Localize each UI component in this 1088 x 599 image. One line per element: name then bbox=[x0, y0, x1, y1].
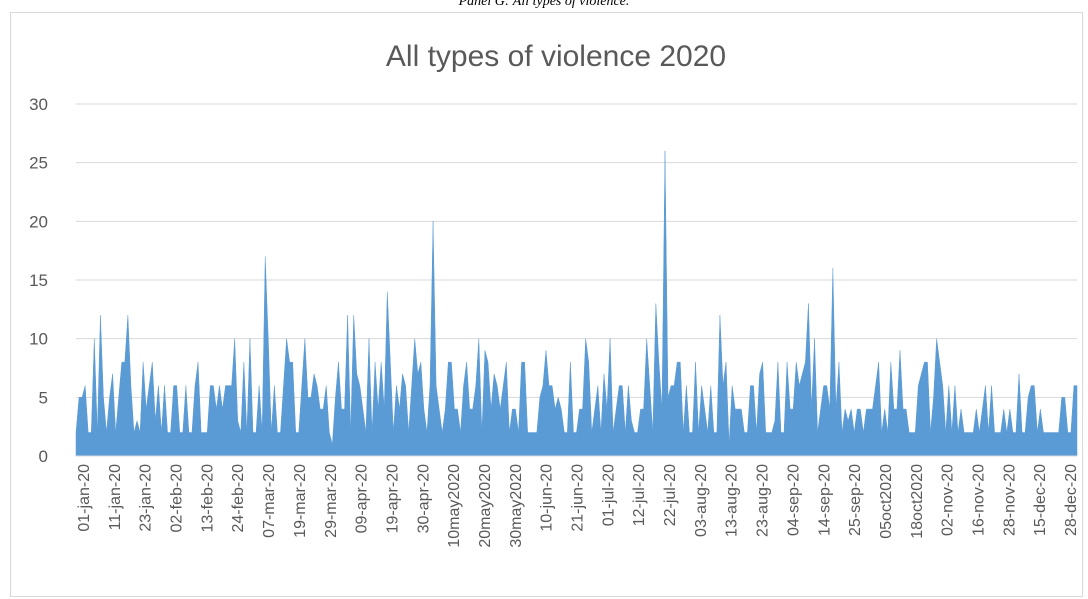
series-area bbox=[75, 150, 1078, 457]
x-tick-label: 13-aug-20 bbox=[724, 464, 741, 537]
x-tick-label: 21-jun-20 bbox=[570, 464, 587, 532]
x-tick-label: 20may2020 bbox=[477, 464, 494, 548]
chart-area bbox=[10, 12, 1083, 597]
x-tick-label: 01-jan-20 bbox=[76, 464, 93, 532]
x-tick-label: 11-jan-20 bbox=[107, 464, 124, 531]
x-tick-label: 02-nov-20 bbox=[940, 464, 957, 536]
x-tick-label: 07-mar-20 bbox=[261, 464, 278, 538]
x-tick-label: 09-apr-20 bbox=[354, 464, 371, 533]
x-tick-label: 29-mar-20 bbox=[323, 464, 340, 538]
y-axis-ticks: 0 5 10 15 20 25 30 bbox=[29, 95, 48, 466]
x-tick-label: 15-dec-20 bbox=[1032, 464, 1049, 536]
x-tick-label: 22-jul-20 bbox=[662, 464, 679, 526]
x-tick-label: 10-jun-20 bbox=[539, 464, 556, 532]
panel-caption: Panel G: All types of violence. bbox=[0, 0, 1088, 10]
x-tick-label: 14-sep-20 bbox=[816, 464, 833, 536]
x-tick-label: 19-mar-20 bbox=[292, 464, 309, 538]
y-tick-label: 0 bbox=[39, 447, 48, 466]
x-tick-label: 03-aug-20 bbox=[693, 464, 710, 537]
x-tick-label: 18oct2020 bbox=[909, 464, 926, 539]
y-tick-label: 25 bbox=[29, 154, 48, 173]
x-tick-label: 30may2020 bbox=[508, 464, 525, 548]
y-tick-label: 20 bbox=[29, 212, 48, 231]
x-tick-label: 23-jan-20 bbox=[138, 464, 155, 532]
y-tick-label: 5 bbox=[39, 388, 48, 407]
x-tick-label: 01-jul-20 bbox=[600, 464, 617, 526]
x-tick-label: 16-nov-20 bbox=[970, 464, 987, 536]
x-tick-label: 05oct2020 bbox=[878, 464, 895, 539]
x-axis-ticks: 01-jan-20 11-jan-20 23-jan-20 02-feb-20 13-f… bbox=[76, 464, 1080, 548]
x-tick-label: 04-sep-20 bbox=[785, 464, 802, 536]
panel-caption-text: Panel G: All types of violence. bbox=[458, 0, 630, 9]
chart-title: All types of violence 2020 bbox=[386, 40, 726, 73]
x-tick-label: 19-apr-20 bbox=[384, 464, 401, 533]
x-tick-label: 10may2020 bbox=[446, 464, 463, 548]
x-tick-label: 02-feb-20 bbox=[169, 464, 186, 533]
x-tick-label: 23-aug-20 bbox=[755, 464, 772, 537]
x-tick-label: 12-jul-20 bbox=[631, 464, 648, 526]
x-tick-label: 25-sep-20 bbox=[847, 464, 864, 536]
y-tick-label: 15 bbox=[29, 271, 48, 290]
x-tick-label: 30-apr-20 bbox=[415, 464, 432, 533]
series-layer bbox=[75, 150, 1078, 457]
x-tick-label: 13-feb-20 bbox=[199, 464, 216, 533]
y-tick-label: 10 bbox=[29, 330, 48, 349]
x-tick-label: 28-dec-20 bbox=[1063, 464, 1080, 536]
x-tick-label: 24-feb-20 bbox=[230, 464, 247, 533]
x-tick-label: 28-nov-20 bbox=[1001, 464, 1018, 536]
y-tick-label: 30 bbox=[29, 95, 48, 114]
